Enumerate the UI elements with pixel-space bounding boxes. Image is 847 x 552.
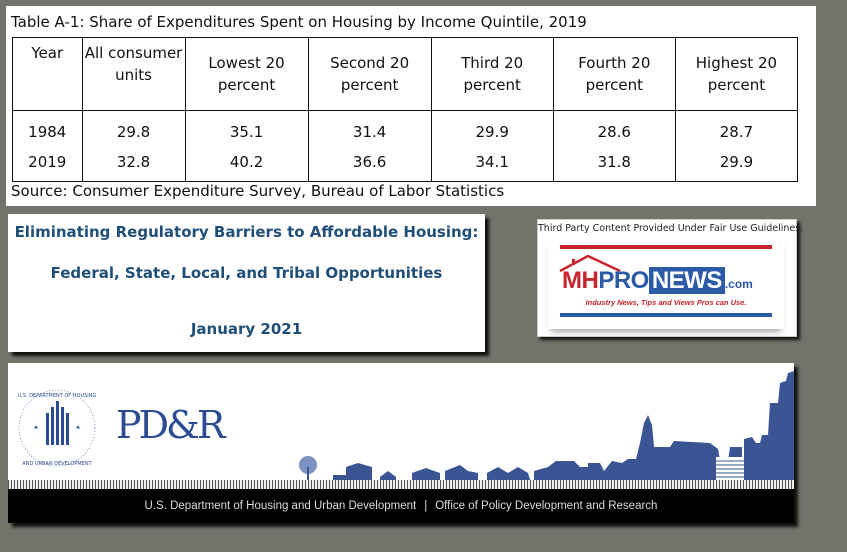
report-title-card: Eliminating Regulatory Barriers to Affor…	[8, 214, 485, 352]
cell-second: 36.6	[307, 147, 432, 182]
table-header-row: Year All consumer units Lowest 20 percent …	[12, 37, 799, 111]
footer-text: U.S. Department of Housing and Urban Dev…	[8, 500, 794, 512]
col-header-fourth-20: Fourth 20 percent	[552, 37, 676, 111]
table-source: Source: Consumer Expenditure Survey, Bur…	[11, 182, 505, 200]
cell-all: 29.8	[81, 110, 186, 147]
housing-share-table-panel: Table A-1: Share of Expenditures Spent o…	[6, 6, 816, 206]
col-header-highest-20: Highest 20 percent	[674, 37, 799, 111]
mhpronews-card: Third Party Content Provided Under Fair …	[537, 219, 804, 337]
cell-lowest: 40.2	[184, 147, 309, 182]
cell-year: 2019	[12, 147, 83, 182]
mhpronews-tagline: Industry News, Tips and Views Pros can U…	[585, 298, 747, 307]
svg-text:U.S. DEPARTMENT OF HOUSING: U.S. DEPARTMENT OF HOUSING	[18, 393, 97, 399]
col-header-all-consumer-units: All consumer units	[81, 37, 186, 111]
hud-pdr-banner: U.S. DEPARTMENT OF HOUSING AND URBAN DEV…	[8, 363, 794, 523]
cell-year: 1984	[12, 110, 83, 147]
col-header-year: Year	[12, 37, 83, 111]
mhpronews-logo-panel: MHPRO NEWS .com Industry News, Tips and Vi…	[548, 237, 784, 329]
footer-hud-name: U.S. Department of Housing and Urban Dev…	[144, 500, 417, 512]
col-header-second-20: Second 20 percent	[307, 37, 432, 111]
table-caption: Table A-1: Share of Expenditures Spent o…	[11, 13, 587, 31]
svg-text:AND URBAN DEVELOPMENT: AND URBAN DEVELOPMENT	[22, 461, 92, 467]
cell-second: 31.4	[307, 110, 432, 147]
footer-separator: |	[424, 500, 428, 512]
footer-pdr-name: Office of Policy Development and Researc…	[435, 500, 658, 512]
housing-share-table: Year All consumer units Lowest 20 percent …	[12, 37, 799, 182]
report-date: January 2021	[190, 320, 303, 338]
col-header-lowest-20: Lowest 20 percent	[184, 37, 309, 111]
red-rule	[560, 245, 772, 249]
blue-rule	[560, 313, 772, 317]
cell-fourth: 28.6	[552, 110, 676, 147]
fair-use-disclaimer: Third Party Content Provided Under Fair …	[538, 223, 804, 234]
house-roof-icon	[559, 254, 621, 273]
mhpronews-logo: MHPRO NEWS .com	[562, 267, 753, 294]
cell-highest: 29.9	[674, 147, 799, 182]
cell-lowest: 35.1	[184, 110, 309, 147]
fence-strip	[8, 480, 794, 489]
banner-footer: U.S. Department of Housing and Urban Dev…	[8, 489, 794, 523]
report-subtitle: Federal, State, Local, and Tribal Opport…	[50, 264, 443, 282]
table-row: 2019 32.8 40.2 36.6 34.1 31.8 29.9	[12, 147, 799, 182]
cell-third: 29.9	[430, 110, 554, 147]
pdr-logo: PD&R	[116, 403, 225, 447]
cell-third: 34.1	[430, 147, 554, 182]
cell-fourth: 31.8	[552, 147, 676, 182]
table-row: 1984 29.8 35.1 31.4 29.9 28.6 28.7	[12, 110, 799, 147]
cell-all: 32.8	[81, 147, 186, 182]
hud-seal-icon: U.S. DEPARTMENT OF HOUSING AND URBAN DEV…	[18, 389, 97, 467]
report-title: Eliminating Regulatory Barriers to Affor…	[14, 223, 479, 241]
cell-highest: 28.7	[674, 110, 799, 147]
col-header-third-20: Third 20 percent	[430, 37, 554, 111]
